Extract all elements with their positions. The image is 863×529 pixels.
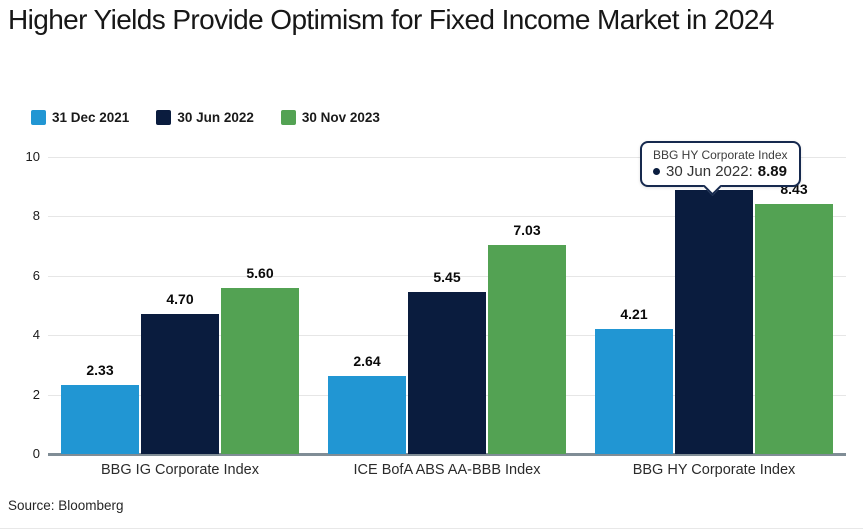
legend-item[interactable]: 30 Nov 2023 (280, 110, 380, 125)
y-axis-label: 0 (32, 446, 40, 461)
bar[interactable] (61, 385, 139, 454)
series-marker-icon (653, 168, 660, 175)
tooltip-value: 8.89 (757, 163, 787, 180)
y-axis-label: 8 (32, 208, 40, 224)
y-axis-label: 10 (25, 149, 40, 164)
chart-tooltip: BBG HY Corporate Index 30 Jun 2022: 8.89 (640, 141, 801, 196)
x-category-label: BBG IG Corporate Index (101, 462, 259, 478)
bar[interactable] (221, 288, 299, 454)
bar[interactable] (675, 190, 753, 454)
bar-value-label: 5.60 (246, 265, 274, 281)
source-note: Source: Bloomberg (8, 498, 124, 513)
legend-label: 30 Jun 2022 (177, 110, 254, 125)
y-axis-label: 6 (32, 267, 40, 283)
bar-value-label: 2.33 (86, 362, 114, 378)
y-axis-label: 4 (32, 327, 40, 343)
bar-value-label: 5.45 (433, 269, 461, 285)
gridline (48, 157, 846, 158)
bar-value-label: 2.64 (353, 353, 381, 369)
bar-value-label: 4.70 (166, 291, 194, 307)
bar[interactable] (408, 292, 486, 454)
bar-value-label: 7.03 (513, 222, 541, 238)
legend-item[interactable]: 30 Jun 2022 (156, 110, 254, 125)
gridline (48, 275, 846, 277)
legend-swatch-icon (156, 110, 172, 125)
legend: 31 Dec 2021 30 Jun 2022 30 Nov 2023 (31, 110, 380, 125)
x-category-label: ICE BofA ABS AA-BBB Index (353, 462, 541, 478)
tooltip-series-label: 30 Jun 2022: (666, 163, 753, 180)
bar[interactable] (755, 204, 833, 454)
tooltip-series-line: 30 Jun 2022: 8.89 (653, 163, 788, 180)
legend-label: 31 Dec 2021 (52, 110, 130, 125)
y-axis-label: 2 (32, 386, 40, 402)
x-axis-line (48, 453, 846, 456)
x-category-label: BBG HY Corporate Index (632, 462, 796, 478)
bar[interactable] (328, 376, 406, 454)
bar[interactable] (488, 245, 566, 454)
legend-swatch-icon (280, 110, 296, 125)
bar[interactable] (141, 314, 219, 454)
legend-item[interactable]: 31 Dec 2021 (31, 110, 129, 125)
bar-value-label: 4.21 (620, 306, 648, 322)
legend-swatch-icon (31, 110, 46, 125)
chart-title: Higher Yields Provide Optimism for Fixed… (8, 4, 774, 35)
bar[interactable] (595, 329, 673, 454)
gridline (48, 216, 846, 218)
legend-label: 30 Nov 2023 (301, 110, 380, 125)
tooltip-category-label: BBG HY Corporate Index (653, 148, 788, 162)
